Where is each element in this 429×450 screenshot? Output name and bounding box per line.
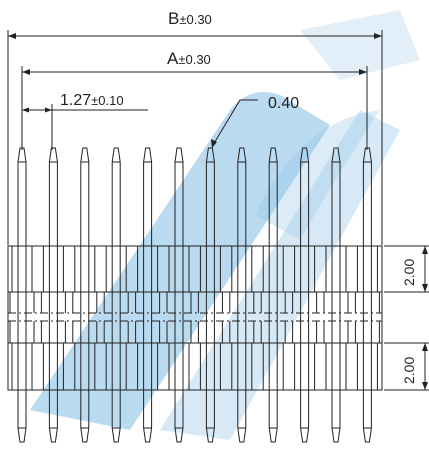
pin-upper [331, 147, 341, 246]
dim-pitch-tolerance: ±0.10 [91, 93, 123, 108]
pin-lower [205, 390, 215, 443]
pin-upper [111, 147, 121, 246]
housing-bottom [7, 342, 383, 391]
arrow-h1-bot [422, 284, 428, 292]
arrow-b-right [374, 33, 382, 39]
arrow-h2-bot [422, 382, 428, 390]
housing-height-top-text: 2.00 [401, 259, 417, 286]
dim-a-tolerance: ±0.30 [178, 52, 210, 67]
pin-upper [17, 147, 27, 246]
pin-lower [143, 390, 153, 443]
dimension-lines [7, 30, 429, 391]
pin-lower [174, 390, 184, 443]
pin-upper [80, 147, 90, 246]
connector-housing [7, 245, 383, 391]
dim-a-label: A [167, 49, 179, 68]
arrow-pitch-right [45, 107, 52, 113]
pin-upper [205, 147, 215, 246]
dim-b-label: B [168, 9, 179, 28]
arrow-pitch-left [22, 107, 29, 113]
arrow-a-right [359, 69, 367, 75]
pin-lower [362, 390, 372, 443]
housing-height-bottom-text: 2.00 [401, 357, 417, 384]
pin-width-text: 0.40 [268, 95, 299, 112]
dim-pitch-text: 1.27±0.10 [60, 92, 124, 109]
pin-lower [237, 390, 247, 443]
arrow-h1-top [422, 246, 428, 254]
dim-b-tolerance: ±0.30 [179, 12, 211, 27]
dim-a-text: A±0.30 [167, 49, 211, 68]
arrowheads [8, 33, 428, 390]
pin-lower [111, 390, 121, 443]
pin-group [9, 147, 380, 443]
arrow-pin [211, 139, 217, 148]
pin-upper [268, 147, 278, 246]
pin-upper [174, 147, 184, 246]
pin-lower [17, 390, 27, 443]
pin-upper [237, 147, 247, 246]
arrow-h2-top [422, 343, 428, 351]
pin-upper [300, 147, 310, 246]
pin-upper [48, 147, 58, 246]
arrow-b-left [8, 33, 16, 39]
pin-lower [268, 390, 278, 443]
arrow-a-left [22, 69, 30, 75]
pin-lower [80, 390, 90, 443]
dim-b-text: B±0.30 [168, 9, 212, 28]
pin-width-leader [212, 99, 258, 146]
pin-lower [48, 390, 58, 443]
pin-upper [362, 147, 372, 246]
pin-upper [143, 147, 153, 246]
pin-lower [331, 390, 341, 443]
pin-lower [300, 390, 310, 443]
dim-pitch-value: 1.27 [60, 92, 91, 109]
